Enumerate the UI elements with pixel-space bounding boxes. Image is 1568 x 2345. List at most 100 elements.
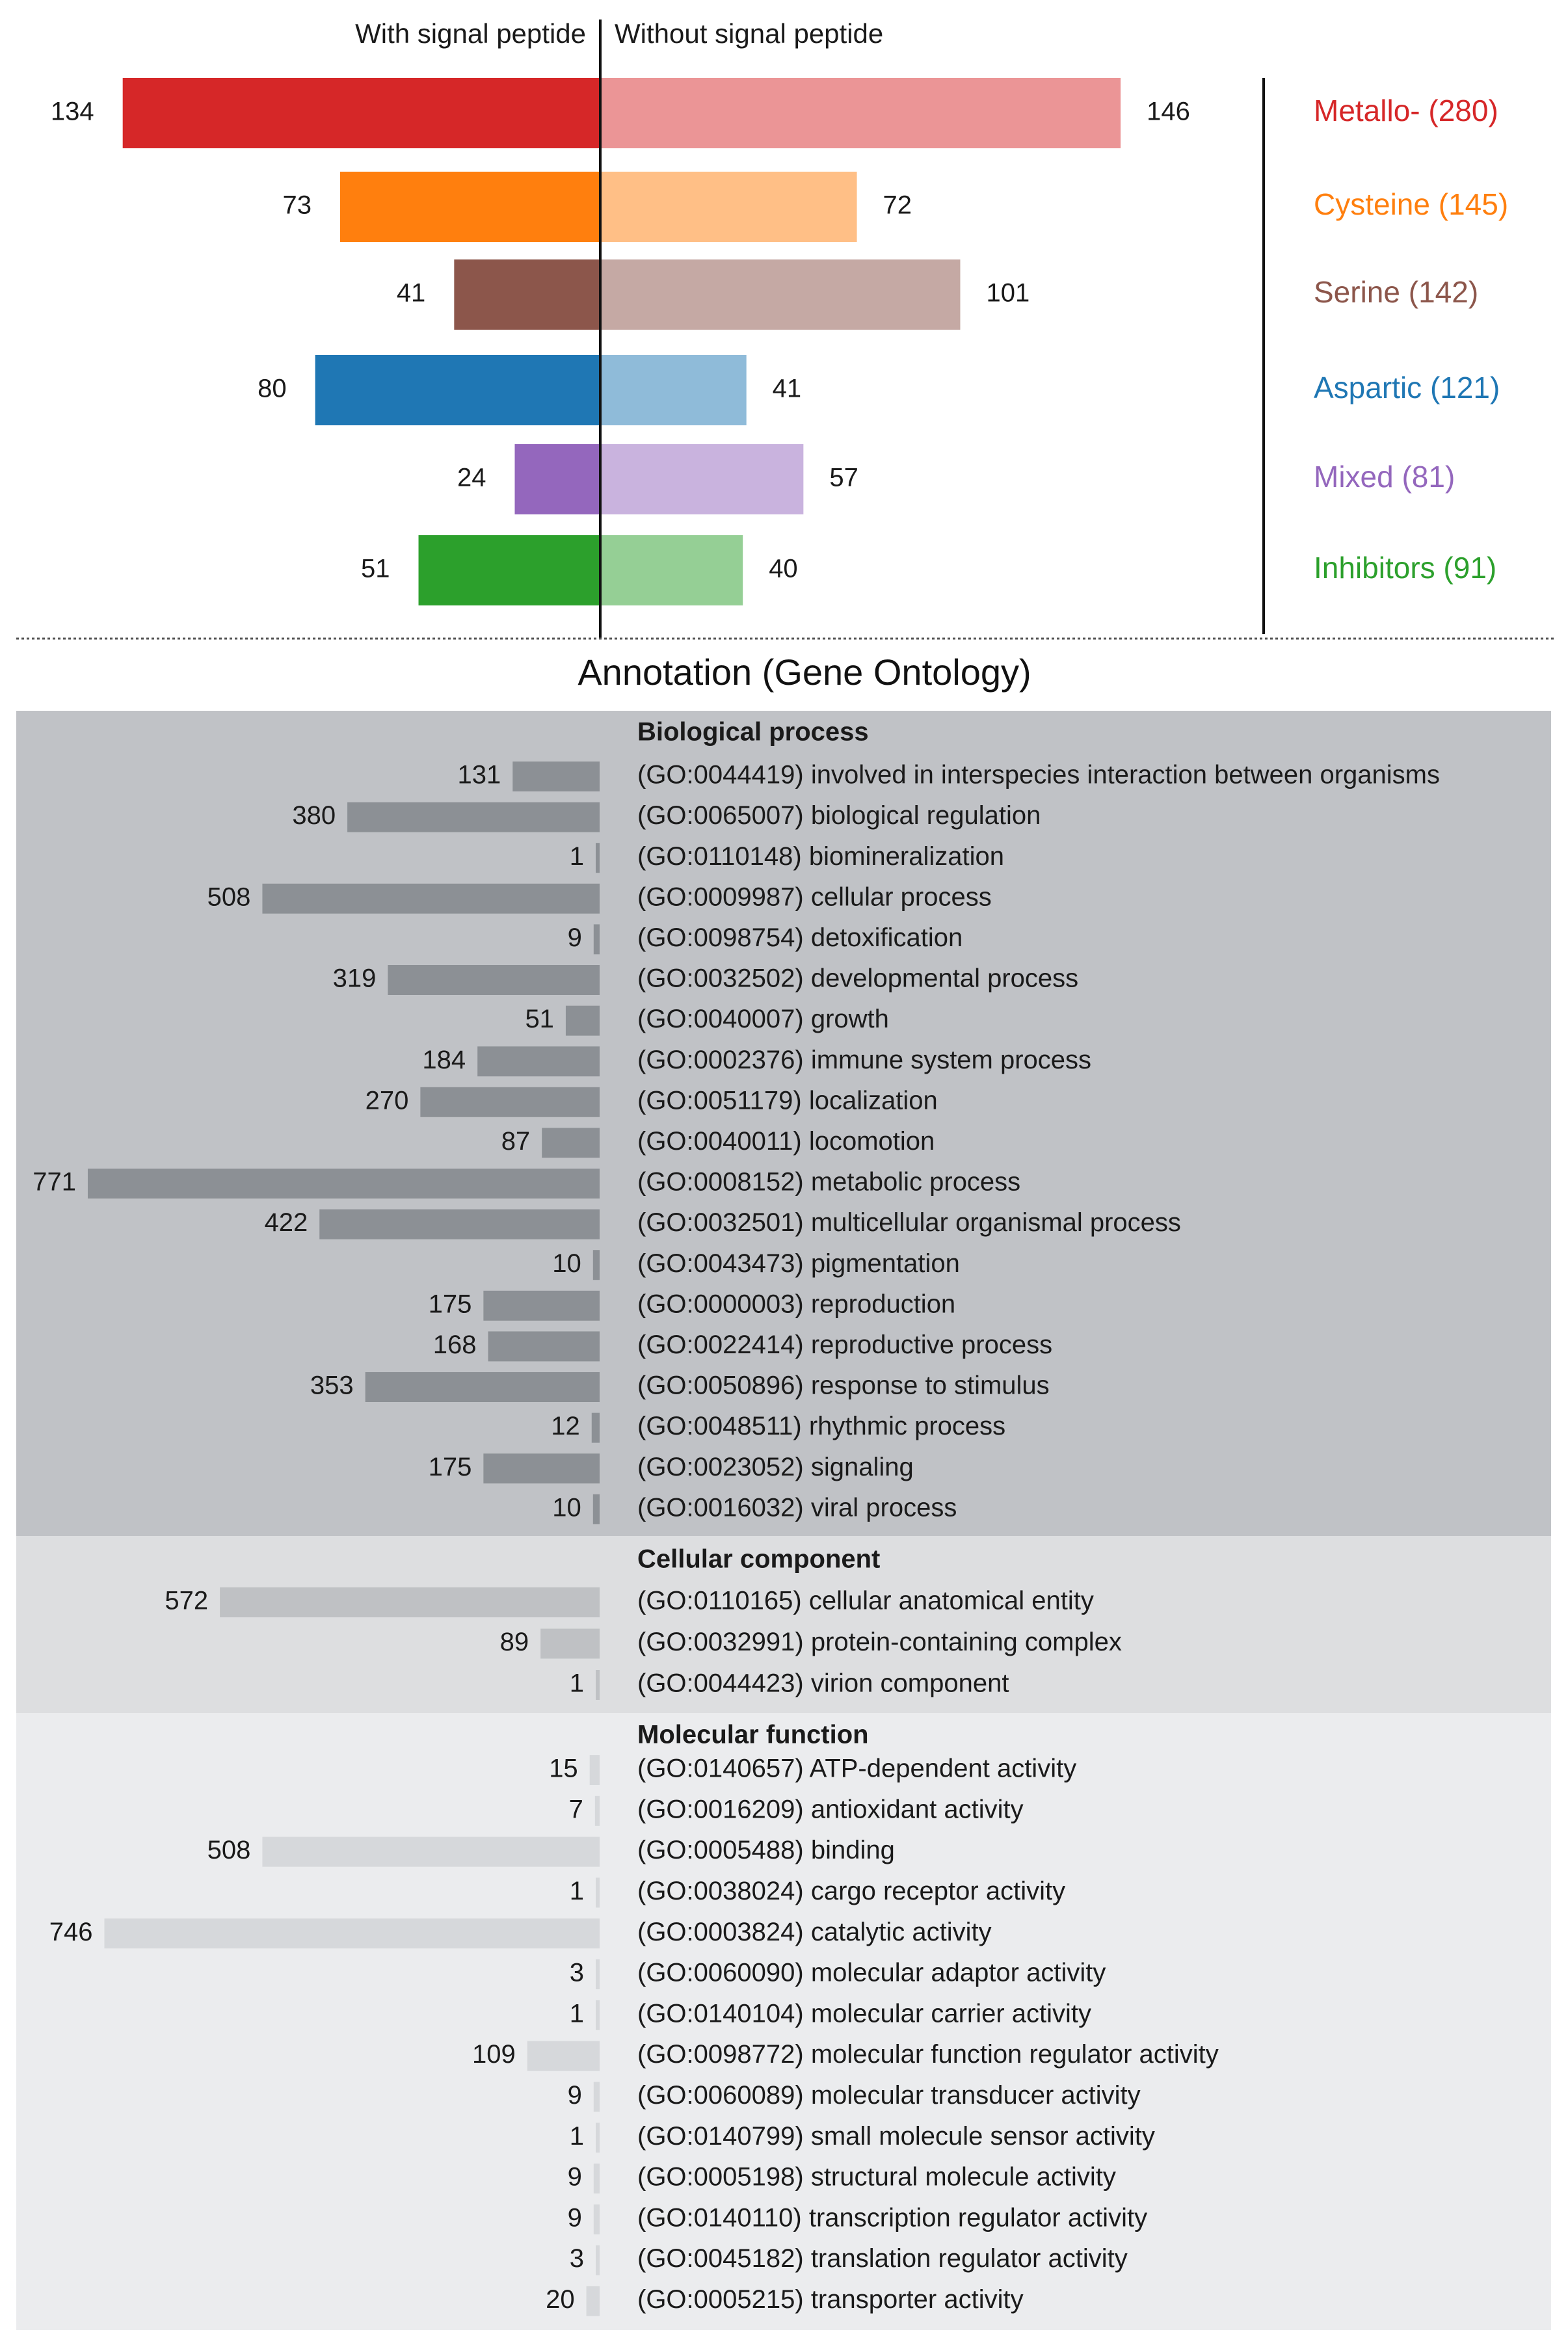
go-bar	[319, 1209, 600, 1239]
go-bar	[565, 1005, 600, 1036]
go-value-label: 12	[551, 1412, 580, 1440]
go-value-label: 508	[207, 882, 251, 911]
go-term-label: (GO:0110165) cellular anatomical entity	[637, 1587, 1094, 1615]
go-bar	[594, 1795, 600, 1826]
go-term-label: (GO:0051179) localization	[637, 1086, 938, 1115]
value-label-with: 73	[282, 191, 312, 220]
go-bar	[596, 2000, 600, 2030]
go-bar	[589, 1755, 600, 1785]
signal-peptide-chart: With signal peptide Without signal peptid…	[16, 18, 1554, 640]
go-term-label: (GO:0140799) small molecule sensor activ…	[637, 2122, 1155, 2151]
go-value-label: 380	[292, 801, 336, 830]
go-term-label: (GO:0048511) rhythmic process	[637, 1412, 1005, 1440]
category-label: Aspartic (121)	[1314, 371, 1500, 404]
value-label-with: 51	[361, 555, 390, 583]
bar-with-signal	[514, 444, 600, 514]
go-bar	[483, 1453, 600, 1484]
section-header: Cellular component	[637, 1545, 880, 1574]
go-term-label: (GO:0044419) involved in interspecies in…	[637, 761, 1440, 789]
go-term-label: (GO:0003824) catalytic activity	[637, 1918, 992, 1946]
bar-without-signal	[600, 259, 961, 330]
category-label: Serine (142)	[1314, 275, 1478, 309]
go-value-label: 15	[549, 1755, 578, 1783]
go-value-label: 3	[570, 1959, 584, 1987]
section-panel	[16, 1536, 1551, 1713]
go-bar	[596, 2245, 600, 2275]
go-value-label: 51	[525, 1005, 554, 1033]
go-term-label: (GO:0098754) detoxification	[637, 923, 963, 952]
go-term-label: (GO:0032991) protein-containing complex	[637, 1628, 1122, 1656]
bar-without-signal	[600, 78, 1121, 148]
go-bar	[477, 1046, 600, 1077]
bar-with-signal	[122, 78, 600, 148]
go-bar	[512, 762, 600, 791]
left-header: With signal peptide	[355, 18, 586, 49]
go-term-label: (GO:0009987) cellular process	[637, 882, 992, 911]
go-bar	[592, 1250, 600, 1280]
go-term-label: (GO:0000003) reproduction	[637, 1290, 955, 1318]
go-term-label: (GO:0050896) response to stimulus	[637, 1371, 1050, 1400]
go-bar	[586, 2286, 600, 2316]
go-value-label: 20	[546, 2285, 575, 2314]
bar-without-signal	[600, 535, 743, 605]
go-title: Annotation (Gene Ontology)	[578, 652, 1031, 693]
go-term-label: (GO:0110148) biomineralization	[637, 842, 1004, 871]
go-value-label: 9	[568, 923, 582, 952]
go-value-label: 9	[568, 2081, 582, 2110]
go-value-label: 87	[501, 1127, 531, 1156]
go-value-label: 9	[568, 2203, 582, 2232]
go-bar	[596, 1670, 600, 1700]
bar-without-signal	[600, 172, 857, 242]
go-value-label: 184	[422, 1046, 466, 1074]
go-term-label: (GO:0023052) signaling	[637, 1453, 914, 1481]
go-value-label: 1	[570, 842, 584, 871]
go-term-label: (GO:0005488) binding	[637, 1836, 895, 1864]
go-value-label: 270	[365, 1086, 409, 1115]
go-value-label: 1	[570, 2122, 584, 2151]
go-term-label: (GO:0098772) molecular function regulato…	[637, 2040, 1219, 2069]
go-value-label: 508	[207, 1836, 251, 1864]
go-value-label: 175	[429, 1453, 472, 1481]
go-term-label: (GO:0016032) viral process	[637, 1493, 957, 1522]
go-term-label: (GO:0038024) cargo receptor activity	[637, 1877, 1065, 1905]
go-bar	[104, 1918, 600, 1949]
go-value-label: 422	[264, 1208, 308, 1237]
go-term-label: (GO:0002376) immune system process	[637, 1046, 1091, 1074]
go-term-label: (GO:0016209) antioxidant activity	[637, 1795, 1024, 1823]
go-bar	[262, 1836, 600, 1867]
go-bar	[592, 1494, 600, 1524]
go-value-label: 10	[552, 1493, 581, 1522]
go-term-label: (GO:0005215) transporter activity	[637, 2285, 1024, 2314]
go-term-label: (GO:0044423) virion component	[637, 1669, 1009, 1698]
bar-without-signal	[600, 355, 747, 425]
go-term-label: (GO:0022414) reproductive process	[637, 1331, 1052, 1359]
go-bar	[87, 1169, 600, 1199]
go-term-label: (GO:0040007) growth	[637, 1005, 889, 1033]
go-bar	[593, 924, 600, 955]
go-value-label: 89	[500, 1628, 529, 1656]
go-value-label: 353	[310, 1371, 354, 1400]
go-bar	[593, 2164, 600, 2193]
go-bar	[527, 2041, 600, 2071]
category-label: Inhibitors (91)	[1314, 551, 1496, 585]
gene-ontology-chart: Annotation (Gene Ontology) Biological pro…	[16, 652, 1551, 2330]
value-label-without: 101	[986, 279, 1030, 308]
go-value-label: 319	[333, 964, 377, 993]
go-value-label: 572	[165, 1587, 208, 1615]
value-label-with: 41	[397, 279, 426, 308]
category-label: Cysteine (145)	[1314, 187, 1508, 221]
go-term-label: (GO:0060089) molecular transducer activi…	[637, 2081, 1141, 2110]
right-header: Without signal peptide	[615, 18, 883, 49]
go-term-label: (GO:0005198) structural molecule activit…	[637, 2163, 1116, 2192]
value-label-with: 80	[258, 375, 287, 403]
go-bar	[593, 2082, 600, 2112]
go-bar	[347, 802, 600, 832]
bar-with-signal	[454, 259, 600, 330]
go-bar	[220, 1587, 600, 1617]
section-panel	[16, 711, 1551, 1536]
bar-without-signal	[600, 444, 804, 514]
go-bar	[591, 1412, 600, 1443]
go-value-label: 1	[570, 1669, 584, 1698]
category-label: Metallo- (280)	[1314, 94, 1498, 127]
section-panel	[16, 1713, 1551, 2330]
